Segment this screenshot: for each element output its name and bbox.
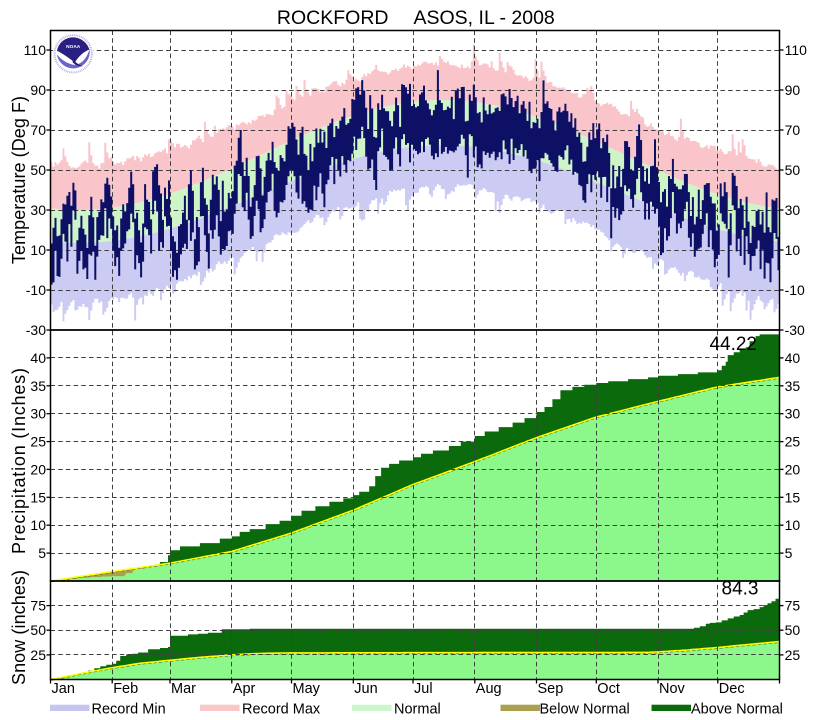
svg-text:Mar: Mar: [171, 681, 196, 697]
svg-text:30: 30: [30, 202, 46, 218]
svg-text:50: 50: [30, 162, 46, 178]
svg-text:Aug: Aug: [476, 681, 502, 697]
svg-text:25: 25: [785, 434, 801, 450]
svg-text:70: 70: [785, 122, 801, 138]
svg-text:90: 90: [30, 82, 46, 98]
svg-text:Record Max: Record Max: [242, 702, 321, 718]
svg-text:Temperature (Deg F): Temperature (Deg F): [9, 96, 29, 264]
svg-text:30: 30: [785, 202, 801, 218]
svg-text:30: 30: [30, 406, 46, 422]
svg-text:Jul: Jul: [414, 681, 433, 697]
svg-text:Oct: Oct: [597, 681, 620, 697]
svg-text:10: 10: [785, 517, 801, 533]
svg-text:-10: -10: [785, 282, 805, 298]
svg-text:Apr: Apr: [233, 681, 256, 697]
svg-text:15: 15: [785, 489, 801, 505]
svg-text:Record Min: Record Min: [92, 702, 166, 718]
svg-text:110: 110: [24, 42, 47, 58]
svg-text:Snow (inches): Snow (inches): [9, 570, 29, 685]
svg-text:ASOS, IL - 2008: ASOS, IL - 2008: [414, 7, 555, 29]
svg-text:40: 40: [785, 350, 801, 366]
svg-text:Jan: Jan: [52, 681, 75, 697]
svg-text:75: 75: [785, 598, 801, 614]
svg-text:84.3: 84.3: [722, 579, 759, 600]
svg-text:50: 50: [785, 622, 801, 638]
svg-text:Above Normal: Above Normal: [691, 702, 783, 718]
svg-text:10: 10: [30, 517, 46, 533]
svg-text:Normal: Normal: [394, 702, 441, 718]
svg-text:-10: -10: [26, 282, 46, 298]
svg-text:NOAA: NOAA: [66, 44, 81, 50]
svg-text:75: 75: [30, 598, 46, 614]
svg-text:50: 50: [30, 622, 46, 638]
svg-text:May: May: [293, 681, 321, 697]
svg-text:40: 40: [30, 350, 46, 366]
svg-text:25: 25: [30, 434, 46, 450]
svg-text:30: 30: [785, 406, 801, 422]
svg-text:5: 5: [38, 545, 46, 561]
svg-text:44.22: 44.22: [709, 334, 757, 355]
svg-text:70: 70: [30, 122, 46, 138]
svg-text:10: 10: [30, 242, 46, 258]
svg-text:Nov: Nov: [659, 681, 686, 697]
svg-text:Jun: Jun: [354, 681, 377, 697]
svg-text:90: 90: [785, 82, 801, 98]
svg-text:Sep: Sep: [538, 681, 564, 697]
svg-text:110: 110: [785, 42, 808, 58]
svg-text:50: 50: [785, 162, 801, 178]
svg-text:35: 35: [785, 378, 801, 394]
svg-text:Below Normal: Below Normal: [540, 702, 630, 718]
svg-text:20: 20: [30, 461, 46, 477]
svg-text:35: 35: [30, 378, 46, 394]
svg-text:Precipitation (Inches): Precipitation (Inches): [9, 368, 29, 554]
svg-text:Dec: Dec: [719, 681, 745, 697]
svg-text:25: 25: [785, 647, 801, 663]
svg-text:5: 5: [785, 545, 793, 561]
svg-text:ROCKFORD: ROCKFORD: [277, 7, 389, 29]
svg-text:25: 25: [30, 647, 46, 663]
svg-text:-30: -30: [26, 322, 46, 338]
svg-text:15: 15: [30, 489, 46, 505]
svg-text:-30: -30: [785, 322, 805, 338]
svg-text:Feb: Feb: [113, 681, 138, 697]
svg-text:20: 20: [785, 461, 801, 477]
svg-text:10: 10: [785, 242, 801, 258]
